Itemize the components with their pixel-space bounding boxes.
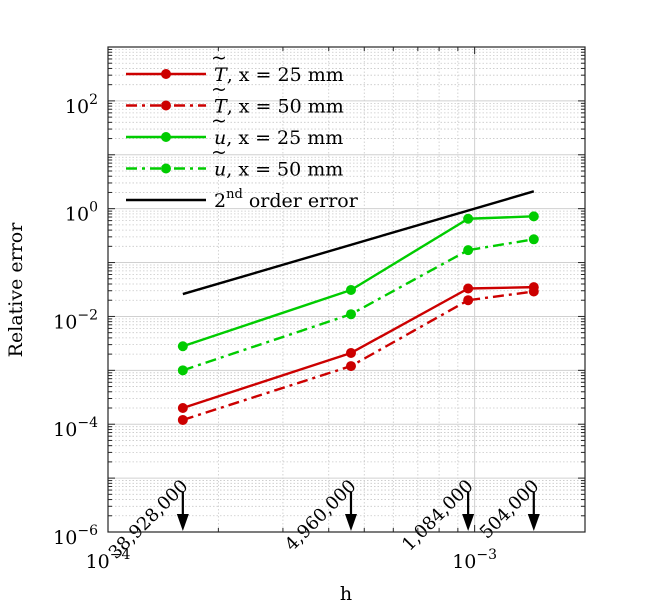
data-point — [345, 361, 356, 372]
legend-tilde-accent: ~ — [211, 47, 227, 69]
series-line-1 — [182, 285, 534, 410]
legend-label: T, x = 25 mm — [214, 64, 344, 86]
axes-box — [107, 46, 586, 533]
data-point — [463, 245, 474, 256]
y-tick-label: 10−6 — [53, 523, 98, 549]
legend-label: u, x = 25 mm — [214, 127, 343, 149]
legend-tilde-accent: ~ — [211, 142, 227, 164]
series-line-2 — [182, 290, 534, 422]
legend-label: u, x = 50 mm — [214, 159, 343, 181]
series-line-3 — [182, 215, 534, 348]
legend-label: 2nd order error — [214, 187, 359, 212]
series-layer — [177, 190, 539, 425]
data-point — [177, 414, 188, 425]
y-tick-label: 10−2 — [53, 307, 98, 333]
y-tick-label: 102 — [65, 92, 98, 118]
data-point — [463, 283, 474, 294]
legend-swatch-marker — [161, 132, 171, 142]
x-tick-label: 10−4 — [86, 547, 131, 573]
y-tick-label: 10−4 — [53, 415, 98, 441]
data-point — [463, 295, 474, 306]
legend: T, x = 25 mm~T, x = 50 mm~u, x = 25 mm~u… — [126, 47, 359, 212]
series-line-4 — [182, 238, 534, 372]
grid-minor — [108, 47, 585, 532]
data-point — [528, 286, 539, 297]
data-point — [345, 284, 356, 295]
data-point — [177, 341, 188, 352]
y-tick-label: 100 — [65, 200, 98, 226]
series-line-5 — [182, 190, 535, 296]
legend-label: T, x = 50 mm — [214, 96, 344, 118]
annotation-arrowhead — [527, 514, 540, 531]
legend-swatch-marker — [161, 163, 171, 174]
legend-swatch-marker — [161, 69, 171, 79]
annotation-arrowhead — [176, 514, 189, 531]
y-axis-label: Relative error — [5, 222, 27, 358]
annotation-arrowhead — [462, 514, 475, 531]
data-point — [345, 347, 356, 358]
data-point — [463, 213, 474, 224]
data-point — [528, 234, 539, 245]
data-point — [177, 403, 188, 414]
annotation-arrowhead — [344, 514, 357, 531]
legend-tilde-accent: ~ — [211, 110, 227, 132]
legend-tilde-accent: ~ — [211, 79, 227, 101]
x-tick-label: 10−3 — [452, 547, 497, 573]
data-point — [345, 309, 356, 320]
legend-swatch-marker — [161, 100, 171, 111]
data-point — [177, 365, 188, 376]
x-axis-label: h — [340, 583, 352, 605]
data-point — [528, 211, 539, 222]
